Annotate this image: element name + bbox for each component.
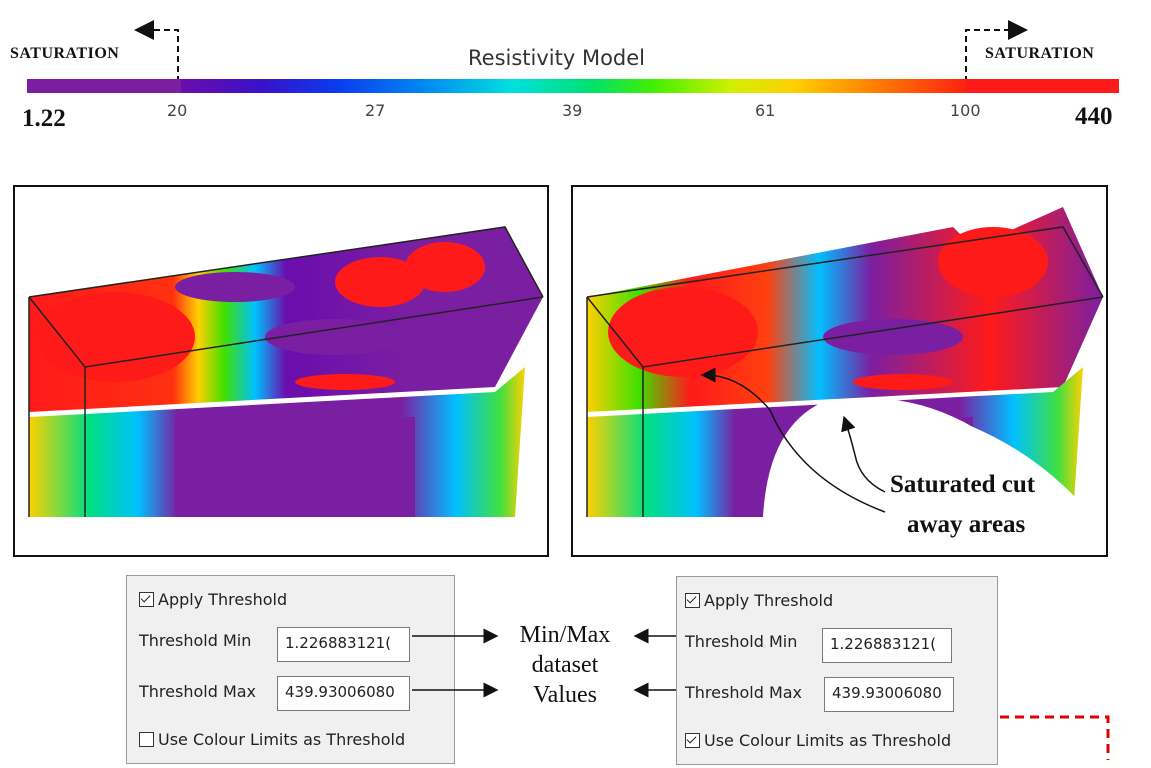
- saturation-left-label: SATURATION: [10, 45, 120, 62]
- threshold-max-field[interactable]: 439.93006080: [277, 676, 410, 711]
- model-view-left: [13, 185, 549, 557]
- colorbar: SATURATION SATURATION Resistivity Model …: [0, 0, 1151, 150]
- threshold-panel-left: Apply Threshold Threshold Min 1.22688312…: [126, 575, 455, 764]
- use-colour-limits-label: Use Colour Limits as Threshold: [704, 731, 952, 750]
- saturation-low-band: [27, 79, 181, 93]
- threshold-panel-right: Apply Threshold Threshold Min 1.22688312…: [676, 576, 998, 765]
- use-colour-limits-row[interactable]: Use Colour Limits as Threshold: [139, 730, 405, 749]
- minmax-line2: dataset: [531, 652, 599, 678]
- saturation-right-label: SATURATION: [985, 45, 1095, 62]
- cutaway-label-line2: away areas: [907, 511, 1026, 538]
- saturation-high-band: [967, 79, 1119, 93]
- threshold-max-label: Threshold Max: [139, 682, 257, 701]
- threshold-max-label: Threshold Max: [685, 683, 803, 702]
- threshold-min-field[interactable]: 1.226883121(: [822, 628, 952, 663]
- threshold-max-field[interactable]: 439.93006080: [824, 677, 954, 712]
- apply-threshold-checkbox[interactable]: [139, 592, 154, 607]
- use-colour-limits-row[interactable]: Use Colour Limits as Threshold: [685, 731, 951, 750]
- use-colour-limits-label: Use Colour Limits as Threshold: [158, 730, 406, 749]
- apply-threshold-label: Apply Threshold: [704, 591, 834, 610]
- apply-threshold-label: Apply Threshold: [158, 590, 288, 609]
- threshold-min-label: Threshold Min: [139, 631, 252, 650]
- resistivity-block-left: [28, 226, 544, 517]
- threshold-min-field[interactable]: 1.226883121(: [277, 627, 410, 662]
- apply-threshold-row[interactable]: Apply Threshold: [685, 591, 833, 610]
- apply-threshold-row[interactable]: Apply Threshold: [139, 590, 287, 609]
- use-colour-limits-checkbox[interactable]: [685, 733, 700, 748]
- cutaway-label-line1: Saturated cut: [890, 471, 1036, 498]
- colorbar-title: Resistivity Model: [468, 46, 646, 70]
- colorbar-min-value: 1.22: [22, 105, 66, 132]
- apply-threshold-checkbox[interactable]: [685, 593, 700, 608]
- minmax-line1: Min/Max: [519, 622, 611, 648]
- colorbar-tick: 39: [562, 101, 583, 120]
- colorbar-gradient: [181, 79, 967, 93]
- saturation-arrows: [134, 20, 1028, 92]
- colorbar-max-value: 440: [1075, 103, 1113, 130]
- colorbar-tick: 27: [365, 101, 386, 120]
- minmax-label: Min/Max dataset Values: [500, 620, 630, 710]
- colorbar-tick: 61: [755, 101, 776, 120]
- colorbar-tick: 100: [950, 101, 981, 120]
- minmax-line3: Values: [533, 682, 597, 708]
- use-colour-limits-checkbox[interactable]: [139, 732, 154, 747]
- threshold-min-label: Threshold Min: [685, 632, 798, 651]
- colorbar-tick: 20: [167, 101, 188, 120]
